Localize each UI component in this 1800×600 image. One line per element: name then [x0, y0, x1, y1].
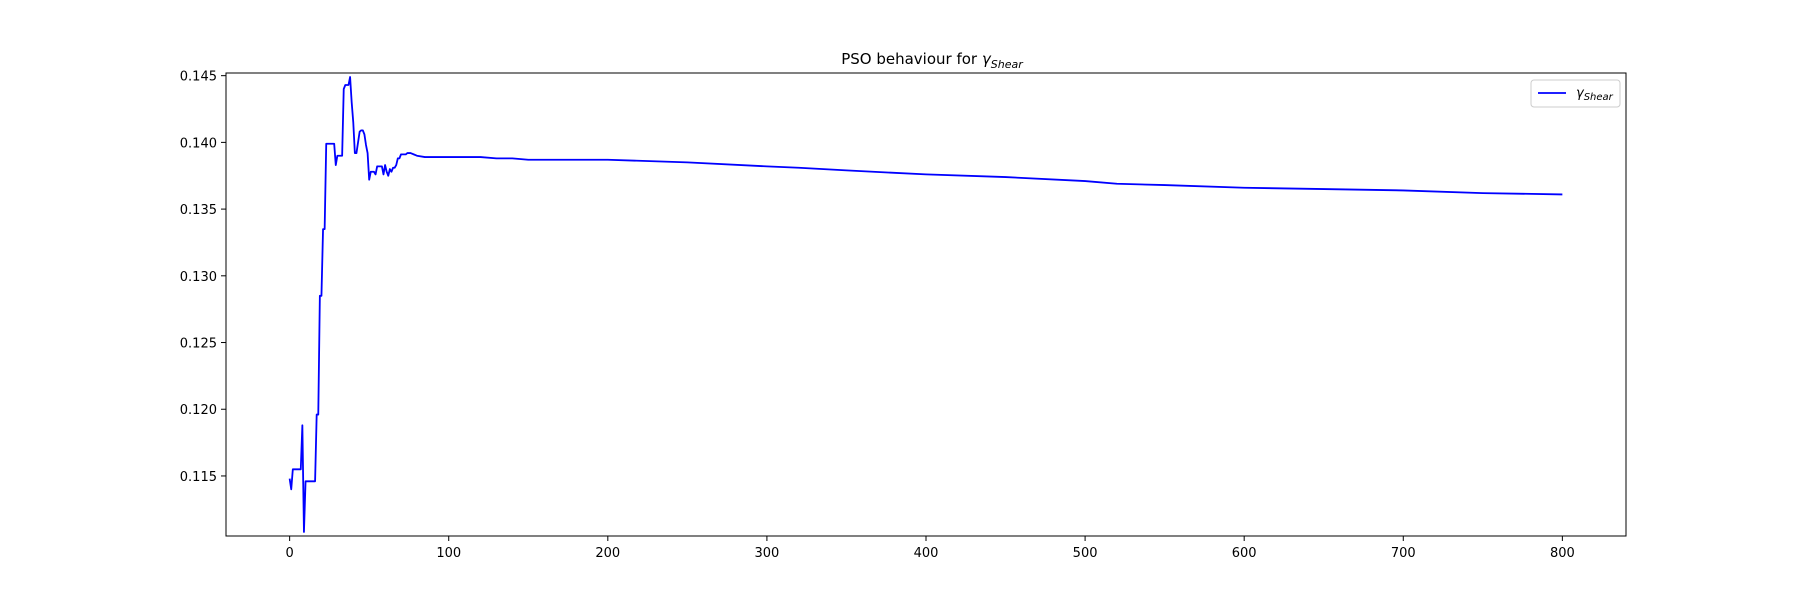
x-tick-label: 600 — [1232, 546, 1257, 561]
legend: γShear — [1530, 79, 1621, 108]
x-tick-label: 0 — [285, 546, 293, 561]
legend-label-symbol: γ — [1576, 86, 1585, 101]
y-tick-label: 0.130 — [180, 270, 217, 285]
chart-title-symbol: γ — [982, 50, 992, 68]
x-tick-label: 100 — [436, 546, 461, 561]
plot-area: 0 100 200 300 400 500 600 700 800 0.115 0.120 0.125… — [180, 70, 1627, 561]
axes-frame — [225, 72, 1627, 537]
x-tick-label: 500 — [1073, 546, 1098, 561]
y-tick-label: 0.115 — [180, 470, 217, 485]
y-tick-label: 0.140 — [180, 136, 217, 151]
chart-title-subscript: Shear — [991, 58, 1024, 71]
y-tick-label: 0.135 — [180, 203, 217, 218]
y-tick-label: 0.125 — [180, 337, 217, 352]
chart-title-prefix: PSO behaviour for — [841, 50, 982, 68]
legend-label: γShear — [1576, 86, 1614, 103]
x-tick-label: 400 — [914, 546, 939, 561]
x-tick-label: 200 — [595, 546, 620, 561]
legend-box — [1530, 79, 1621, 108]
legend-label-subscript: Shear — [1584, 92, 1614, 103]
x-tick-label: 700 — [1391, 546, 1416, 561]
chart-title: PSO behaviour for γShear — [841, 50, 1024, 71]
series-line-0 — [288, 76, 1563, 533]
x-tick-label: 300 — [754, 546, 779, 561]
y-tick-label: 0.120 — [180, 403, 217, 418]
x-tick-label: 800 — [1550, 546, 1575, 561]
y-tick-label: 0.145 — [180, 70, 217, 85]
